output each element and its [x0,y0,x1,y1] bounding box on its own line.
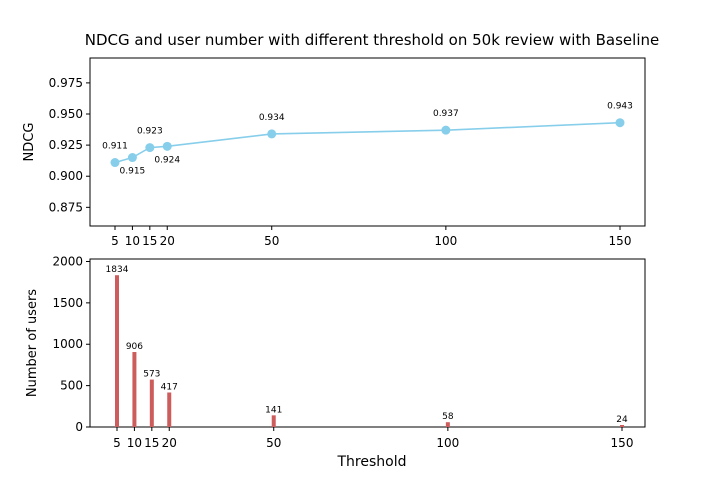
ndcg-x-tick-label: 100 [434,234,457,248]
users-y-tick-label: 1000 [52,337,83,351]
ndcg-y-tick-label: 0.900 [49,169,83,183]
ndcg-x-tick-label: 150 [609,234,632,248]
users-y-axis-label: Number of users [25,289,40,397]
ndcg-data-label: 0.937 [433,109,459,119]
users-data-label: 141 [265,405,282,415]
ndcg-point [615,118,625,128]
users-bar [149,379,154,427]
users-y-tick-label: 1500 [52,296,83,310]
ndcg-y-tick-label: 0.950 [49,107,83,121]
ndcg-x-tick-label: 5 [111,234,119,248]
ndcg-data-label: 0.923 [137,127,163,137]
ndcg-point [267,129,277,139]
users-y-tick-label: 0 [75,420,83,434]
users-bar [445,422,450,427]
users-data-label: 573 [143,370,160,380]
ndcg-plot-frame [89,57,646,227]
users-bar [167,392,172,427]
users-bar [132,352,137,427]
ndcg-data-label: 0.911 [102,142,128,152]
ndcg-data-label: 0.943 [607,102,633,112]
ndcg-data-label: 0.915 [120,167,146,177]
users-x-tick-label: 5 [113,436,121,450]
x-axis-label: Threshold [337,454,407,470]
ndcg-point [441,125,451,135]
ndcg-point [162,141,172,151]
ndcg-point [110,158,120,168]
users-data-label: 1834 [106,265,129,275]
users-data-label: 417 [161,382,178,392]
users-y-ticks: 0 500 1000 1500 2000 [52,254,90,434]
ndcg-x-tick-label: 20 [160,234,175,248]
users-data-label: 24 [616,415,628,425]
ndcg-y-tick-label: 0.875 [49,200,83,214]
users-x-tick-label: 50 [266,436,281,450]
users-x-tick-label: 10 [127,436,142,450]
users-y-tick-label: 2000 [52,254,83,268]
users-x-tick-label: 20 [162,436,177,450]
ndcg-point [145,143,155,153]
ndcg-series: 0.911 0.915 0.923 0.924 0.934 0.937 0.943 [102,102,633,177]
users-y-tick-label: 500 [60,379,83,393]
ndcg-data-label: 0.924 [154,155,180,165]
users-bar [115,275,119,427]
ndcg-point [127,153,137,163]
ndcg-x-tick-label: 10 [125,234,140,248]
users-data-label: 906 [126,342,143,352]
ndcg-y-tick-label: 0.925 [49,138,83,152]
users-panel: Number of users Threshold 0 500 1000 1500 20… [25,254,646,470]
ndcg-y-axis-label: NDCG [22,123,37,162]
users-plot-frame [89,258,646,428]
users-data-label: 58 [442,412,454,422]
users-bar [271,415,276,427]
users-bar [620,425,624,427]
ndcg-y-tick-label: 0.975 [49,76,83,90]
ndcg-line [114,121,621,164]
ndcg-x-tick-label: 50 [264,234,279,248]
users-x-tick-label: 150 [611,436,634,450]
ndcg-x-tick-label: 15 [142,234,157,248]
ndcg-data-label: 0.934 [259,113,285,123]
ndcg-panel: NDCG 0.875 0.900 0.925 0.950 0.975 5 10 15 20 50… [22,57,646,248]
users-x-tick-label: 15 [144,436,159,450]
users-x-tick-label: 100 [436,436,459,450]
users-x-ticks: 5 10 15 20 50 100 150 [113,427,633,450]
ndcg-y-ticks: 0.875 0.900 0.925 0.950 0.975 [49,76,90,214]
chart-title: NDCG and user number with different thre… [85,31,659,49]
ndcg-x-ticks: 5 10 15 20 50 100 150 [111,226,631,248]
